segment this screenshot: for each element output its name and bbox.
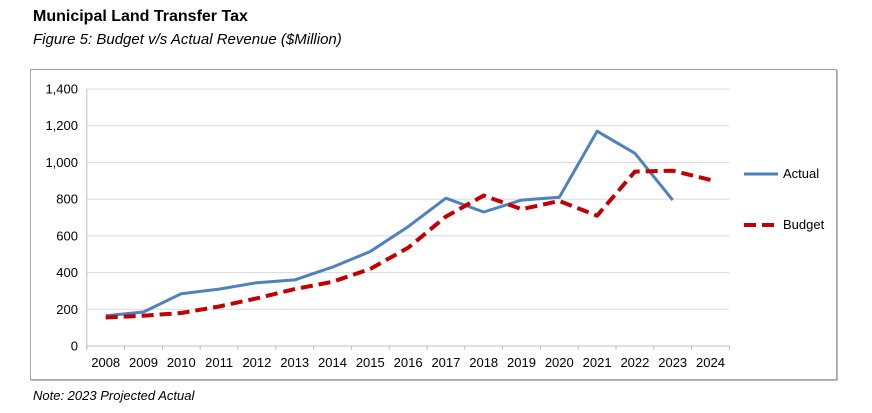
y-tick-label: 400 [56,265,78,280]
chart-note: Note: 2023 Projected Actual [33,388,195,403]
budget-series-line [105,168,711,320]
x-tick-label: 2017 [431,355,460,370]
y-tick-label: 600 [56,228,78,243]
actual-series-line [105,129,674,318]
x-tick-label: 2010 [167,355,196,370]
x-tick-label: 2020 [545,355,574,370]
x-tick-label: 2009 [129,355,158,370]
legend-item-actual: Actual [743,166,819,181]
x-tick-label: 2008 [91,355,120,370]
x-tick-label: 2014 [318,355,347,370]
x-tick-label: 2015 [356,355,385,370]
legend-label-budget: Budget [783,217,825,232]
line-chart: 0 200 400 600 800 1,000 1,200 1,400 2008 2009 2010… [45,82,730,370]
x-tick-label: 2016 [394,355,423,370]
x-tick-label: 2023 [658,355,687,370]
actual-line-icon [744,172,778,175]
x-tick-label: 2011 [205,355,233,370]
y-tick-label: 1,000 [45,155,78,170]
legend-item-budget: Budget [743,217,824,232]
legend-label-actual: Actual [783,166,820,181]
x-tick-label: 2024 [696,355,725,370]
y-tick-label: 1,200 [45,118,78,133]
y-tick-label: 1,400 [45,82,78,97]
figure-caption: Figure 5: Budget v/s Actual Revenue ($Mi… [33,31,342,48]
chart-frame: 0 200 400 600 800 1,000 1,200 1,400 2008 2009 2010… [30,69,837,380]
budget-dashed-line-icon [744,222,778,227]
x-tick-label: 2022 [620,355,649,370]
y-tick-label: 200 [56,302,78,317]
x-tick-label: 2013 [280,355,309,370]
x-tick-label: 2019 [507,355,536,370]
x-tick-label: 2021 [583,355,612,370]
y-tick-label: 800 [56,192,78,207]
x-tick-label: 2018 [469,355,498,370]
y-tick-label: 0 [71,339,78,354]
page-title: Municipal Land Transfer Tax [33,8,248,25]
x-tick-label: 2012 [242,355,271,370]
